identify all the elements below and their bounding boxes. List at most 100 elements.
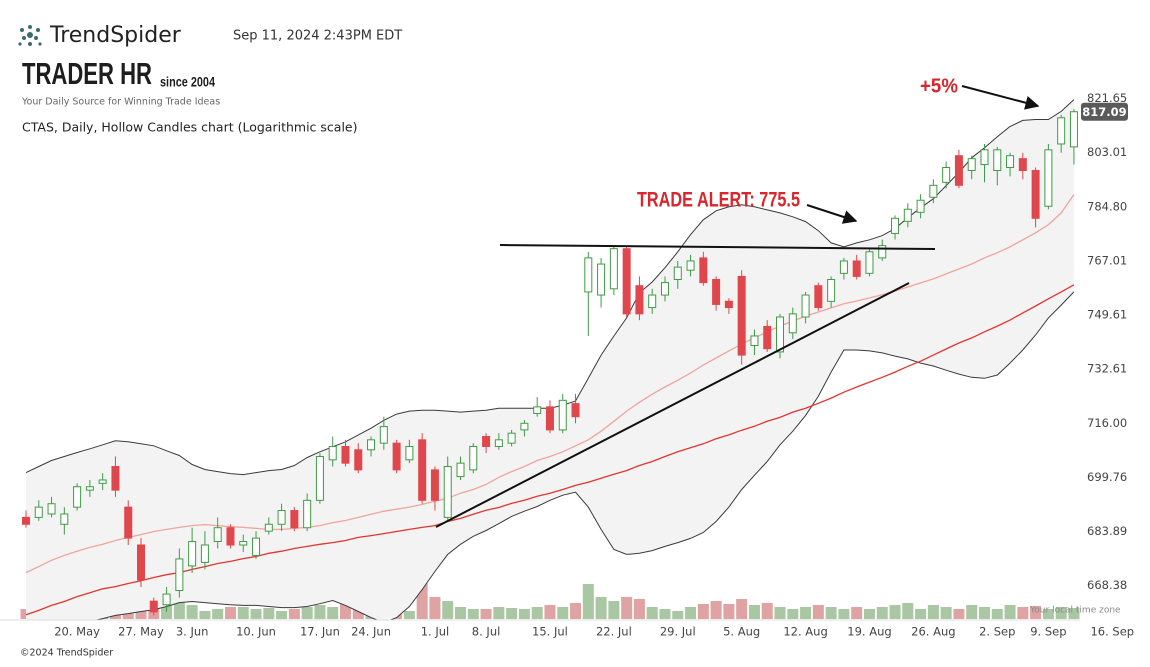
candle-body [635,285,644,315]
moving-average-line [25,284,1075,616]
volume-bar [774,607,786,619]
candle-body [520,422,529,431]
candle-body [341,445,350,464]
volume-bar [557,607,569,619]
candle-body [85,486,94,491]
y-tick-label: 784.80 [1087,199,1127,213]
x-tick-label: 1. Jul [421,625,450,639]
candle-body [609,248,618,290]
bollinger-lower [94,291,1075,620]
candle-body [379,426,388,444]
candle-body [814,285,823,309]
volume-bar [327,607,339,619]
volume-bar [276,611,288,619]
candle-body [737,275,746,356]
volume-bar [1042,609,1054,619]
gain-arrow [961,85,1040,110]
volume-bar [531,607,543,619]
candle-body [929,184,938,198]
volume-bar [1017,607,1029,619]
candle-body [367,439,376,451]
volume-bar [506,608,518,619]
candle-body [392,442,401,471]
candle-body [801,294,810,318]
candle-body [788,313,797,334]
y-tick-label: 716.00 [1087,416,1127,430]
candle-body [226,527,235,546]
candle-body [188,541,197,567]
volume-bar [915,609,927,619]
volume-bar [199,611,211,619]
volume-bar [723,604,735,619]
candle-body [175,558,184,592]
candle-body [1006,155,1015,168]
x-tick-label: 26. Aug [911,625,955,639]
x-tick-label: 27. May [118,625,164,639]
resistance-line [499,244,936,250]
volume-bar [863,609,875,619]
candle-body [891,217,900,234]
x-tick-label: 20. May [54,625,100,639]
candle-body [1031,169,1040,219]
brand-name: TrendSpider [49,23,182,48]
axes: 668.38 683.89 699.76 716.00 732.61 749.61 767.… [54,91,1134,638]
volume-bar [953,609,965,619]
volume-bar [991,609,1003,619]
volume-bar [761,603,773,619]
candle-body [839,260,848,274]
candle-body [328,445,337,461]
x-tick-label: 19. Aug [847,625,891,639]
y-tick-label: 699.76 [1087,470,1127,484]
candle-body [1057,117,1066,145]
candle-body [418,439,427,501]
volume-bar [455,607,467,619]
candle-body [405,445,414,461]
candle-body [648,294,657,309]
chart-title: CTAS, Daily, Hollow Candles chart (Logar… [22,120,357,135]
candle-body [354,449,363,471]
candle-body [494,439,503,447]
candle-body [443,466,452,518]
volume-bar [442,601,454,619]
y-tick-label: 821.65 [1087,91,1127,105]
volume-bar [621,597,633,619]
volume-bar [748,605,760,619]
candle-body [315,455,324,501]
candle-body [584,257,593,293]
candle-body [763,325,772,350]
candle-body [200,544,209,563]
candle-body [942,166,951,183]
y-tick-label: 767.01 [1087,253,1127,267]
candle-body [533,406,542,414]
candle-body [827,278,836,302]
volume-bar [851,607,863,619]
candle-body [878,245,887,259]
volume-bar [902,603,914,619]
candle-body [124,506,133,539]
candle-body [622,248,631,315]
volume-bar [633,599,645,619]
volume-bar [224,607,236,619]
candle-body [1018,158,1027,171]
volume-bar [480,609,492,619]
volume-bar [263,608,275,619]
volume-bar [1004,605,1016,619]
volume-bar [1068,608,1080,619]
candle-body [162,593,171,606]
candle-body [137,544,146,581]
candle-body [558,399,567,431]
x-tick-label: 5. Aug [723,625,760,639]
candle-body [60,513,69,525]
candle-body [149,600,158,613]
y-tick-label: 749.61 [1087,308,1127,322]
volume-bar [710,601,722,619]
candle-body [47,503,56,515]
candle-body [660,282,669,296]
candle-body [852,260,861,277]
candle-body [967,158,976,171]
volume-bar [940,607,952,619]
x-tick-label: 24. Jun [351,625,391,639]
candle-body [456,462,465,478]
